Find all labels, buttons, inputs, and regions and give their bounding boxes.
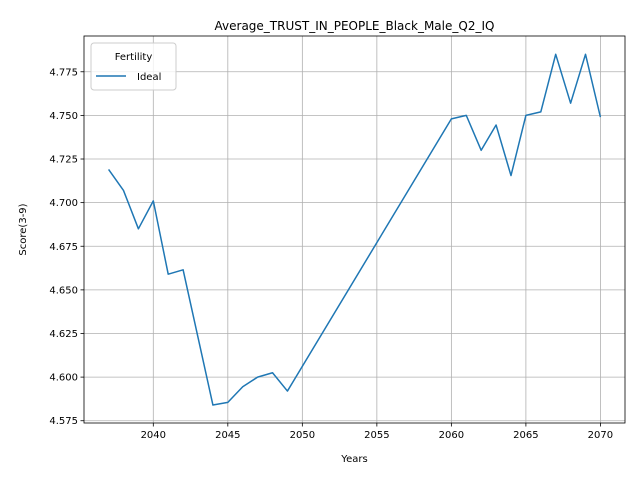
y-tick-label: 4.700: [49, 198, 78, 209]
x-tick-label: 2055: [364, 430, 389, 441]
y-tick-label: 4.725: [49, 155, 78, 166]
x-axis-label: Years: [340, 454, 367, 465]
y-tick-label: 4.675: [49, 242, 78, 253]
series-layer: [107, 53, 602, 406]
chart-title: Average_TRUST_IN_PEOPLE_Black_Male_Q2_IQ: [215, 19, 495, 33]
y-tick-label: 4.750: [49, 111, 78, 122]
x-tick-label: 2040: [141, 430, 166, 441]
y-axis-label: Score(3-9): [18, 203, 29, 255]
plot-frame: [83, 35, 626, 424]
series-line-ideal: [107, 53, 602, 406]
legend: Fertility Ideal: [90, 42, 177, 91]
axis-ticks: 2040 2045 2050 2055 2060 2065 2070 4.575 4.600 4.…: [49, 67, 613, 441]
x-tick-label: 2065: [513, 430, 538, 441]
grid: [84, 36, 625, 423]
y-tick-label: 4.775: [49, 67, 78, 78]
y-tick-label: 4.625: [49, 329, 78, 340]
y-tick-label: 4.575: [49, 416, 78, 427]
x-tick-label: 2060: [439, 430, 464, 441]
x-tick-label: 2050: [290, 430, 315, 441]
legend-title: Fertility: [115, 52, 153, 63]
x-tick-label: 2045: [215, 430, 240, 441]
legend-box: [90, 42, 177, 91]
legend-label-ideal: Ideal: [137, 72, 161, 83]
x-tick-label: 2070: [588, 430, 613, 441]
y-tick-label: 4.600: [49, 373, 78, 384]
y-tick-label: 4.650: [49, 285, 78, 296]
